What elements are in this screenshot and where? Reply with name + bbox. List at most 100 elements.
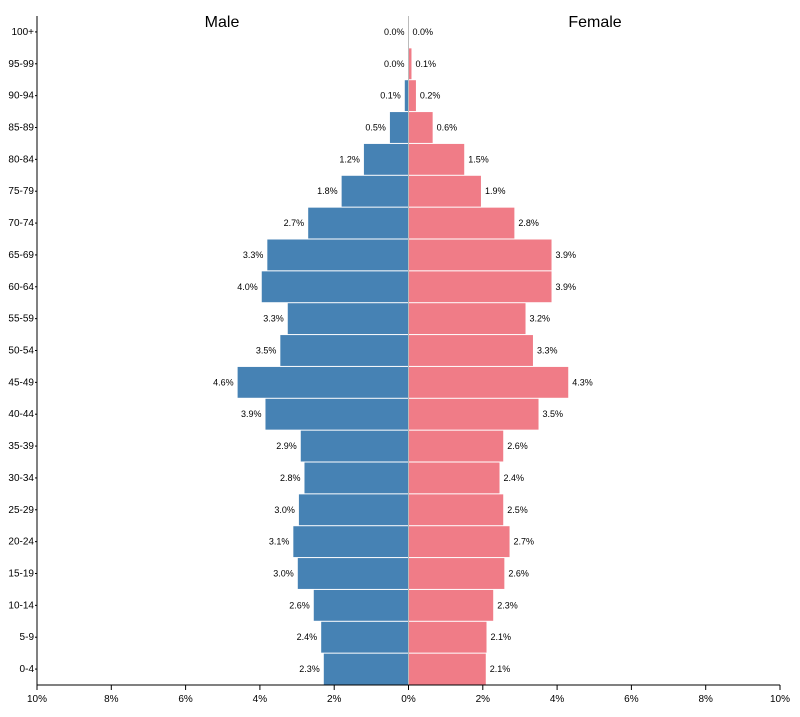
female-value-label: 3.3%	[537, 346, 558, 356]
female-bar-70-74	[408, 207, 515, 239]
male-value-label: 2.4%	[297, 632, 318, 642]
male-bar-20-24	[293, 526, 409, 558]
male-value-label: 0.0%	[384, 27, 405, 37]
male-value-label: 0.0%	[384, 59, 405, 69]
male-value-label: 2.6%	[289, 600, 310, 610]
female-value-label: 0.1%	[415, 59, 436, 69]
male-bar-10-14	[313, 589, 409, 621]
female-value-label: 2.1%	[491, 632, 512, 642]
male-bar-75-79	[341, 175, 409, 207]
male-value-label: 2.7%	[284, 218, 305, 228]
male-value-label: 3.3%	[243, 250, 264, 260]
male-bar-35-39	[300, 430, 409, 462]
male-value-label: 0.1%	[380, 91, 401, 101]
x-tick-label: 4%	[253, 694, 268, 705]
age-group-label: 50-54	[8, 346, 34, 357]
female-value-label: 3.2%	[530, 314, 551, 324]
male-value-label: 2.9%	[276, 441, 297, 451]
x-tick-label: 2%	[476, 694, 491, 705]
male-bar-65-69	[267, 239, 409, 271]
female-bar-85-89	[408, 112, 433, 143]
female-bar-45-49	[408, 366, 569, 398]
male-bar-60-64	[261, 271, 409, 303]
male-bar-5-9	[321, 621, 409, 653]
male-value-label: 4.6%	[213, 377, 234, 387]
female-title: Female	[568, 14, 621, 31]
female-bar-55-59	[408, 303, 526, 335]
age-group-label: 80-84	[8, 154, 34, 165]
female-value-label: 2.7%	[514, 537, 535, 547]
female-bar-80-84	[408, 143, 465, 175]
female-bar-60-64	[408, 271, 552, 303]
female-bar-15-19	[408, 558, 505, 589]
female-value-label: 2.4%	[504, 473, 525, 483]
male-bar-55-59	[287, 303, 409, 335]
male-bar-40-44	[265, 398, 409, 430]
x-tick-label: 6%	[624, 694, 639, 705]
age-group-label: 75-79	[8, 186, 34, 197]
age-group-label: 60-64	[8, 282, 34, 293]
x-tick-label: 6%	[178, 694, 193, 705]
female-bar-75-79	[408, 175, 481, 207]
female-value-label: 1.5%	[468, 154, 489, 164]
female-value-label: 0.6%	[437, 123, 458, 133]
female-bar-20-24	[408, 526, 510, 558]
age-group-label: 65-69	[8, 250, 34, 261]
age-group-label: 20-24	[8, 537, 34, 548]
female-bar-0-4	[408, 653, 486, 685]
x-tick-label: 2%	[327, 694, 342, 705]
male-bar-90-94	[404, 80, 409, 112]
age-group-label: 30-34	[8, 473, 34, 484]
female-value-label: 1.9%	[485, 186, 506, 196]
bars-group: 0.0% 0.0% 0.0% 0.1% 0.1% 0.2% 0.5% 0.6% 1.2% 1.5%…	[213, 27, 593, 685]
x-tick-label: 4%	[550, 694, 565, 705]
male-bar-15-19	[297, 558, 409, 589]
male-value-label: 1.8%	[317, 186, 338, 196]
female-value-label: 0.0%	[413, 27, 434, 37]
female-bar-5-9	[408, 621, 487, 653]
female-bar-90-94	[408, 80, 416, 112]
male-value-label: 3.0%	[273, 569, 294, 579]
age-group-label: 95-99	[8, 59, 34, 70]
age-group-label: 35-39	[8, 441, 34, 452]
male-bar-30-34	[304, 462, 409, 494]
age-group-label: 40-44	[8, 409, 34, 420]
male-value-label: 3.3%	[263, 314, 284, 324]
female-value-label: 2.8%	[518, 218, 539, 228]
male-bar-25-29	[298, 494, 409, 526]
female-bar-95-99	[408, 48, 412, 80]
male-value-label: 3.1%	[269, 537, 290, 547]
age-group-label: 25-29	[8, 505, 34, 516]
female-value-label: 2.5%	[507, 505, 528, 515]
age-group-label: 10-14	[8, 600, 34, 611]
female-value-label: 3.5%	[543, 409, 564, 419]
male-bar-85-89	[389, 112, 409, 143]
female-bar-35-39	[408, 430, 504, 462]
male-bar-0-4	[323, 653, 409, 685]
x-tick-label: 0%	[401, 694, 416, 705]
male-title: Male	[205, 14, 240, 31]
female-bar-50-54	[408, 335, 533, 366]
female-value-label: 4.3%	[572, 377, 593, 387]
age-group-label: 85-89	[8, 123, 34, 134]
x-tick-label: 10%	[770, 694, 790, 705]
age-group-label: 0-4	[20, 664, 35, 675]
female-value-label: 2.6%	[507, 441, 528, 451]
age-group-label: 100+	[11, 27, 34, 38]
male-value-label: 1.2%	[339, 154, 360, 164]
male-value-label: 3.0%	[274, 505, 295, 515]
age-group-label: 90-94	[8, 91, 34, 102]
x-tick-label: 8%	[698, 694, 713, 705]
female-value-label: 3.9%	[556, 250, 577, 260]
male-value-label: 3.5%	[256, 346, 277, 356]
female-bar-40-44	[408, 398, 539, 430]
male-bar-70-74	[308, 207, 409, 239]
age-group-label: 45-49	[8, 377, 34, 388]
female-bar-25-29	[408, 494, 504, 526]
male-bar-50-54	[280, 335, 409, 366]
age-group-label: 5-9	[20, 632, 35, 643]
female-value-label: 2.6%	[508, 569, 529, 579]
male-value-label: 0.5%	[365, 123, 386, 133]
male-bar-45-49	[237, 366, 409, 398]
